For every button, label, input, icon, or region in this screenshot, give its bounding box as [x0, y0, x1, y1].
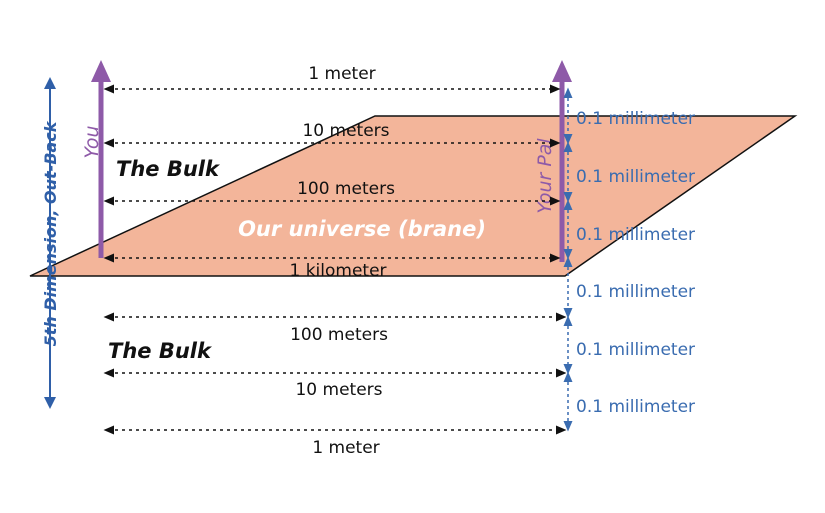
distance-label-7: 1 meter — [312, 438, 379, 458]
distance-labels: 1 meter 10 meters 100 meters 1 kilometer… — [289, 64, 395, 458]
separation-label-4: 0.1 millimeter — [576, 282, 695, 302]
pal-arrow — [552, 60, 572, 262]
distance-label-1: 1 meter — [308, 64, 375, 84]
separation-label-1: 0.1 millimeter — [576, 109, 695, 129]
brane-label: Our universe (brane) — [238, 217, 486, 241]
bulk-label-lower: The Bulk — [108, 339, 213, 363]
separation-label-5: 0.1 millimeter — [576, 340, 695, 360]
separation-labels: 0.1 millimeter 0.1 millimeter 0.1 millim… — [576, 109, 695, 417]
distance-label-3: 100 meters — [297, 179, 395, 199]
distance-label-2: 10 meters — [302, 121, 389, 141]
separation-label-6: 0.1 millimeter — [576, 397, 695, 417]
distance-label-5: 100 meters — [290, 325, 388, 345]
you-arrow — [91, 60, 111, 258]
pal-label: Your Pal — [534, 138, 556, 214]
separation-label-3: 0.1 millimeter — [576, 225, 695, 245]
bulk-label-upper: The Bulk — [116, 157, 221, 181]
distance-lines — [103, 84, 567, 435]
brane-plane — [29, 115, 798, 277]
separation-label-2: 0.1 millimeter — [576, 167, 695, 187]
axis-label: 5th Dimension, Out-Back — [41, 120, 60, 346]
you-label: You — [81, 125, 103, 158]
distance-label-4: 1 kilometer — [289, 261, 386, 281]
distance-label-6: 10 meters — [295, 380, 382, 400]
